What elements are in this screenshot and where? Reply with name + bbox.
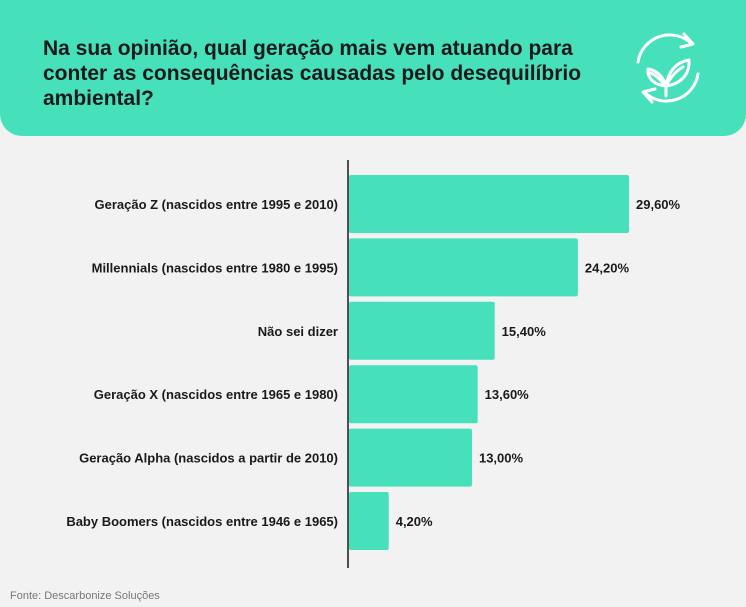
value-label: 13,00%: [479, 451, 524, 466]
value-label: 15,40%: [502, 324, 547, 339]
source-note: Fonte: Descarbonize Soluções: [10, 590, 160, 602]
bar: [349, 238, 578, 297]
category-label: Baby Boomers (nascidos entre 1946 e 1965…: [66, 514, 338, 529]
bar-chart: Geração Z (nascidos entre 1995 e 2010) 29…: [66, 160, 681, 568]
header-banner: Na sua opinião, qual geração mais vem at…: [0, 0, 746, 136]
chart-title: Na sua opinião, qual geração mais vem at…: [43, 37, 582, 110]
value-label: 29,60%: [636, 197, 681, 212]
value-label: 4,20%: [396, 514, 433, 529]
recycle-leaf-icon: [636, 32, 700, 104]
value-label: 13,60%: [485, 387, 530, 402]
category-label: Geração Alpha (nascidos a partir de 2010…: [79, 451, 338, 466]
category-label: Geração Z (nascidos entre 1995 e 2010): [94, 197, 338, 212]
bar: [349, 365, 478, 424]
category-label: Millennials (nascidos entre 1980 e 1995): [92, 260, 338, 275]
category-label: Geração X (nascidos entre 1965 e 1980): [94, 387, 338, 402]
value-label: 24,20%: [585, 260, 630, 275]
bar: [349, 428, 472, 487]
bar: [349, 175, 629, 233]
category-label: Não sei dizer: [258, 324, 338, 339]
bar: [349, 301, 495, 360]
bar: [349, 492, 389, 550]
